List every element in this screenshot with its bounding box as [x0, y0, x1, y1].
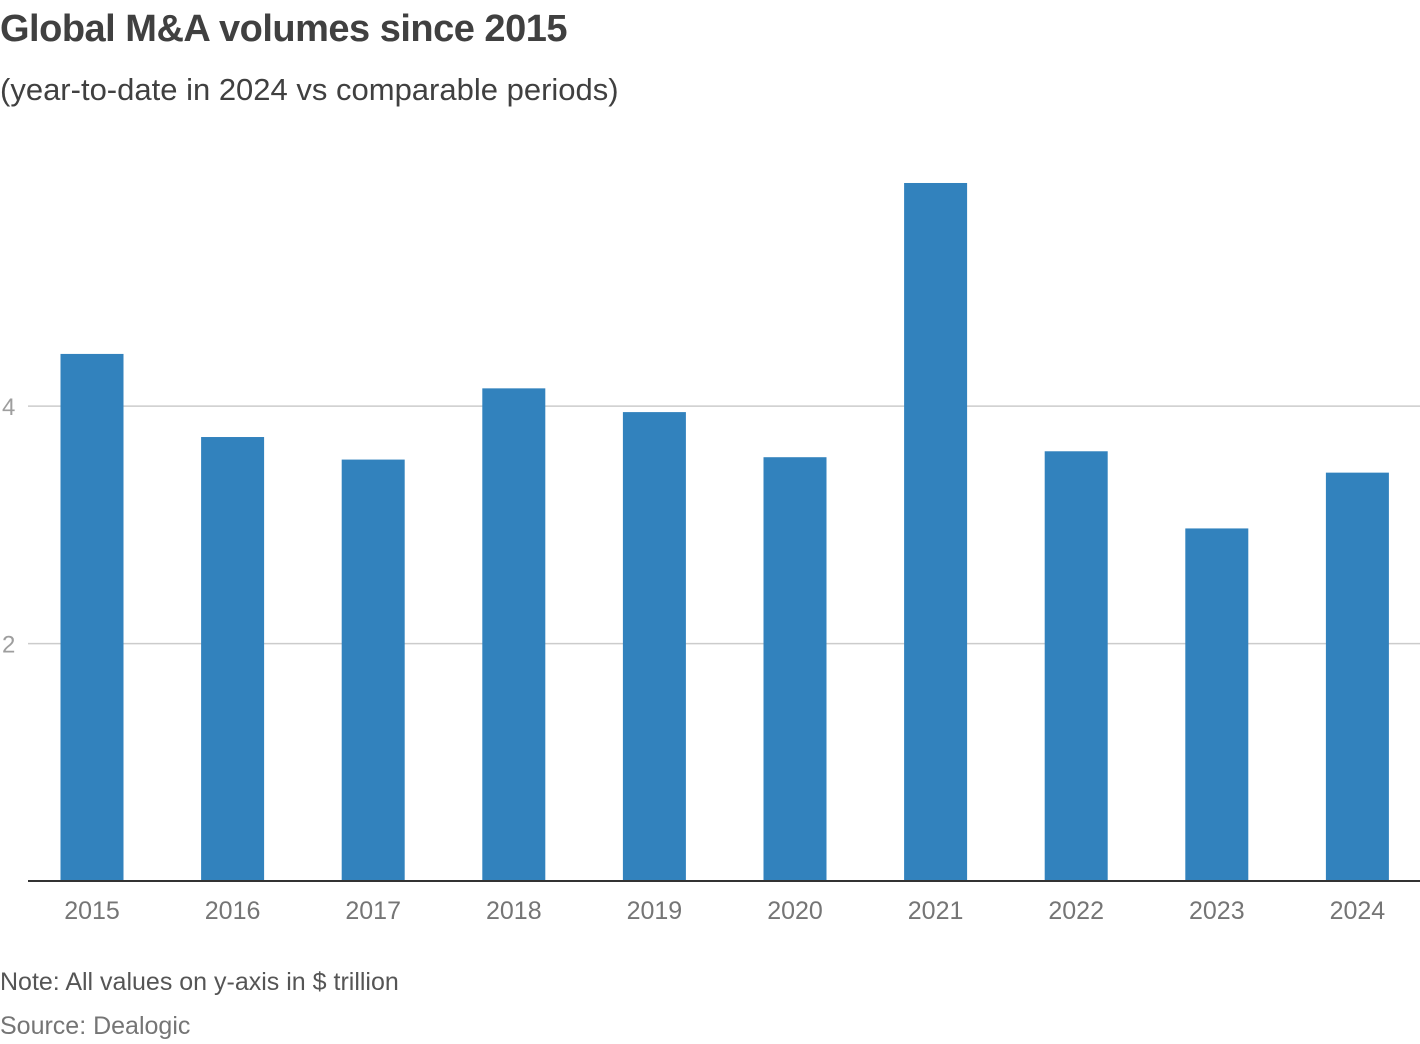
- bars: [60, 182, 1389, 882]
- footnote: Note: All values on y-axis in $ trillion: [0, 968, 399, 996]
- chart-title: Global M&A volumes since 2015: [0, 8, 567, 50]
- bar-chart: 24 2015 2016 2017 2018 2019 2020 2021 2022 2023 2…: [2, 182, 1420, 925]
- x-tick-label-2021: 2021: [908, 897, 964, 925]
- bar-2023: [1185, 528, 1249, 881]
- bar-2015: [60, 353, 124, 881]
- x-tick-labels: 2015 2016 2017 2018 2019 2020 2021 2022 2023 2024: [64, 897, 1385, 925]
- bar-2018: [482, 388, 546, 881]
- source-credit: Source: Dealogic: [0, 1012, 191, 1040]
- bar-2020: [763, 457, 827, 881]
- x-tick-label-2020: 2020: [767, 897, 823, 925]
- chart-subtitle: (year-to-date in 2024 vs comparable peri…: [0, 72, 619, 107]
- x-tick-label-2022: 2022: [1048, 897, 1104, 925]
- x-tick-label-2017: 2017: [345, 897, 401, 925]
- bar-2024: [1325, 472, 1389, 881]
- bar-2017: [341, 459, 405, 881]
- x-tick-label-2015: 2015: [64, 897, 120, 925]
- bar-2022: [1044, 451, 1108, 881]
- x-tick-label-2024: 2024: [1330, 897, 1386, 925]
- y-tick-label: 2: [2, 632, 15, 659]
- bar-2016: [201, 437, 265, 881]
- x-tick-label-2019: 2019: [627, 897, 683, 925]
- x-tick-label-2016: 2016: [205, 897, 261, 925]
- y-tick-label: 4: [2, 394, 15, 421]
- x-tick-label-2018: 2018: [486, 897, 542, 925]
- bar-2019: [622, 412, 686, 881]
- x-tick-label-2023: 2023: [1189, 897, 1245, 925]
- bar-2021: [904, 182, 968, 882]
